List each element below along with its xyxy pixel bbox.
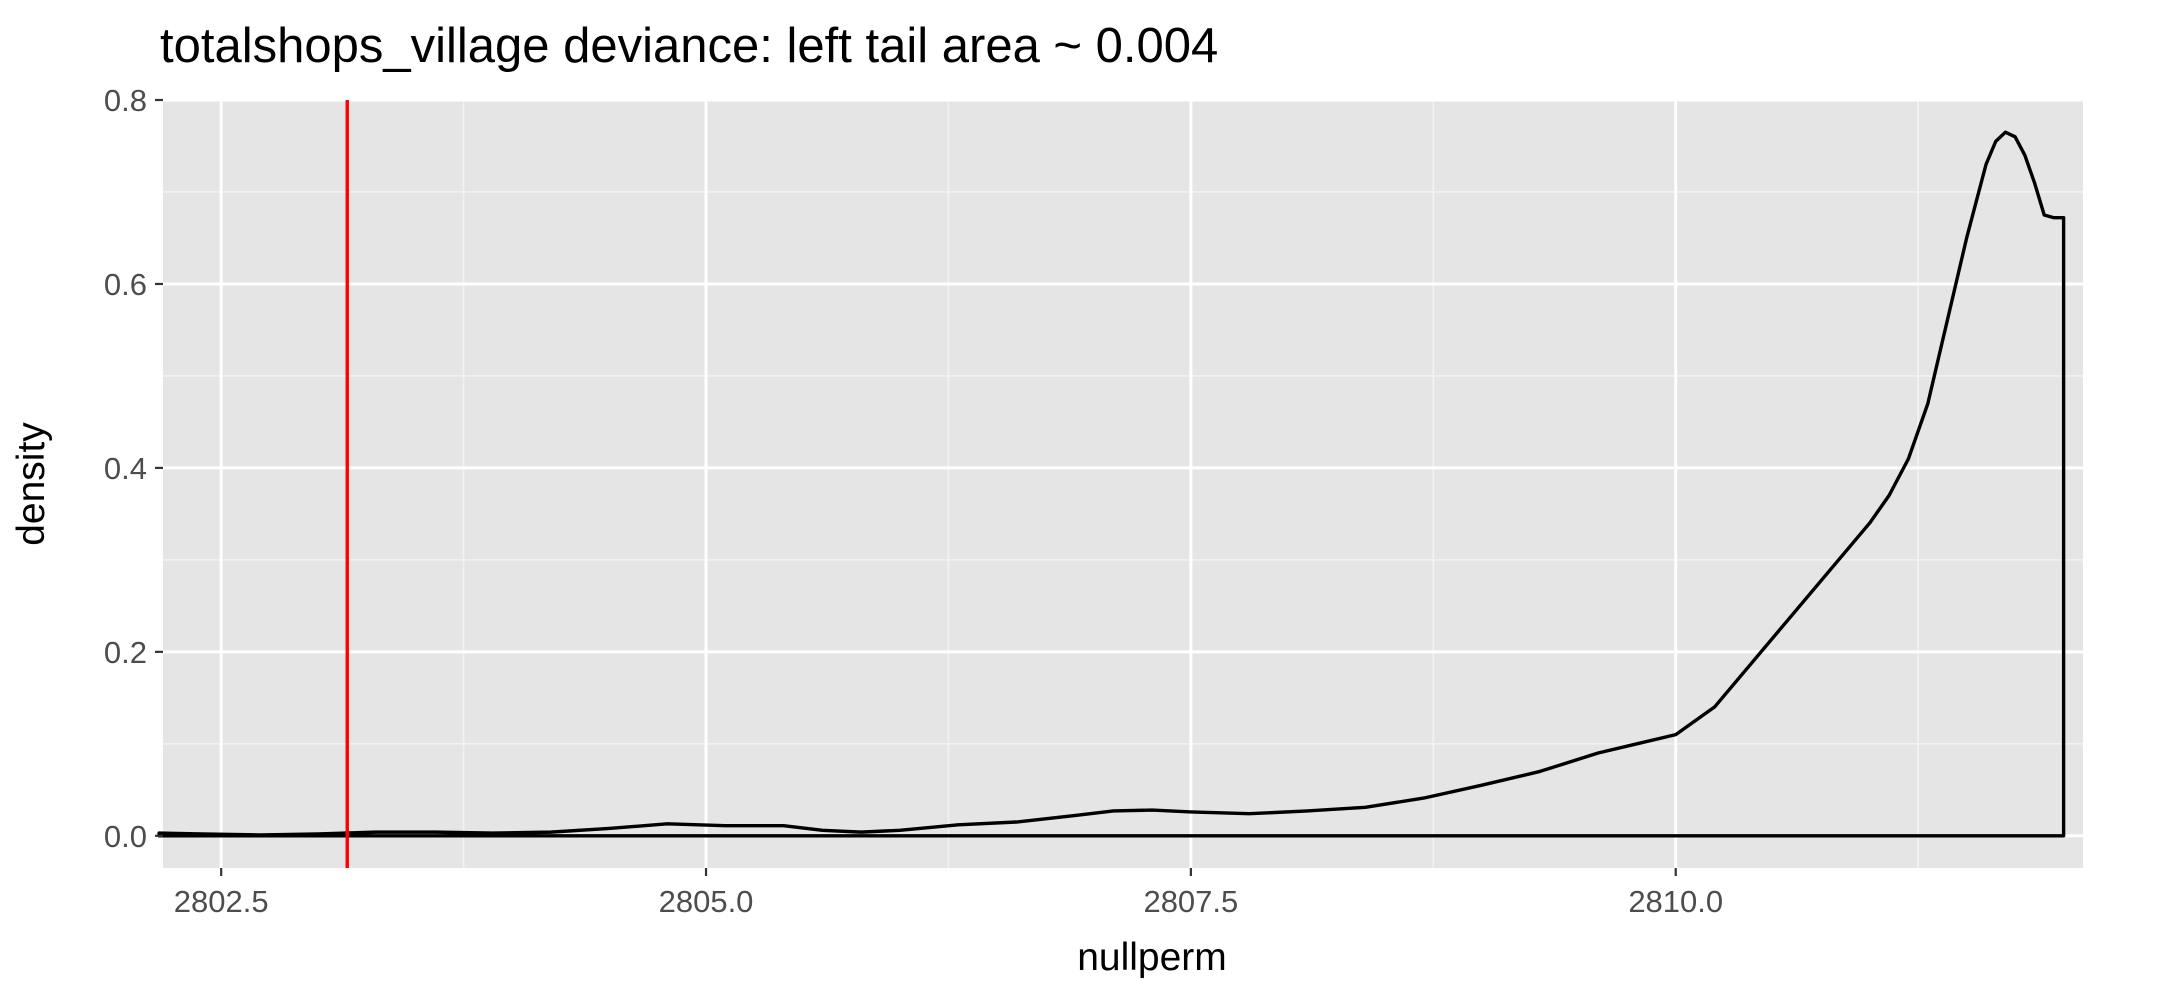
- y-tick-label: 0.4: [104, 451, 147, 486]
- chart-title: totalshops_village deviance: left tail a…: [160, 19, 1218, 73]
- y-tick-label: 0.0: [104, 819, 147, 854]
- x-tick-label: 2805.0: [659, 884, 754, 919]
- density-curve: [157, 130, 2066, 838]
- y-tick-label: 0.8: [104, 83, 147, 118]
- x-tick-label: 2807.5: [1143, 884, 1238, 919]
- y-tick-label: 0.2: [104, 635, 147, 670]
- plot-panel: [163, 100, 2083, 868]
- y-axis: 0.0 0.2 0.4 0.6 0.8: [104, 83, 163, 854]
- x-tick-label: 2802.5: [174, 884, 269, 919]
- x-tick-label: 2810.0: [1628, 884, 1723, 919]
- x-axis: 2802.5 2805.0 2807.5 2810.0: [174, 868, 1723, 919]
- y-axis-title: density: [10, 422, 53, 546]
- y-tick-label: 0.6: [104, 267, 147, 302]
- x-axis-title: nullperm: [1077, 936, 1227, 979]
- minor-grid: [163, 100, 2083, 868]
